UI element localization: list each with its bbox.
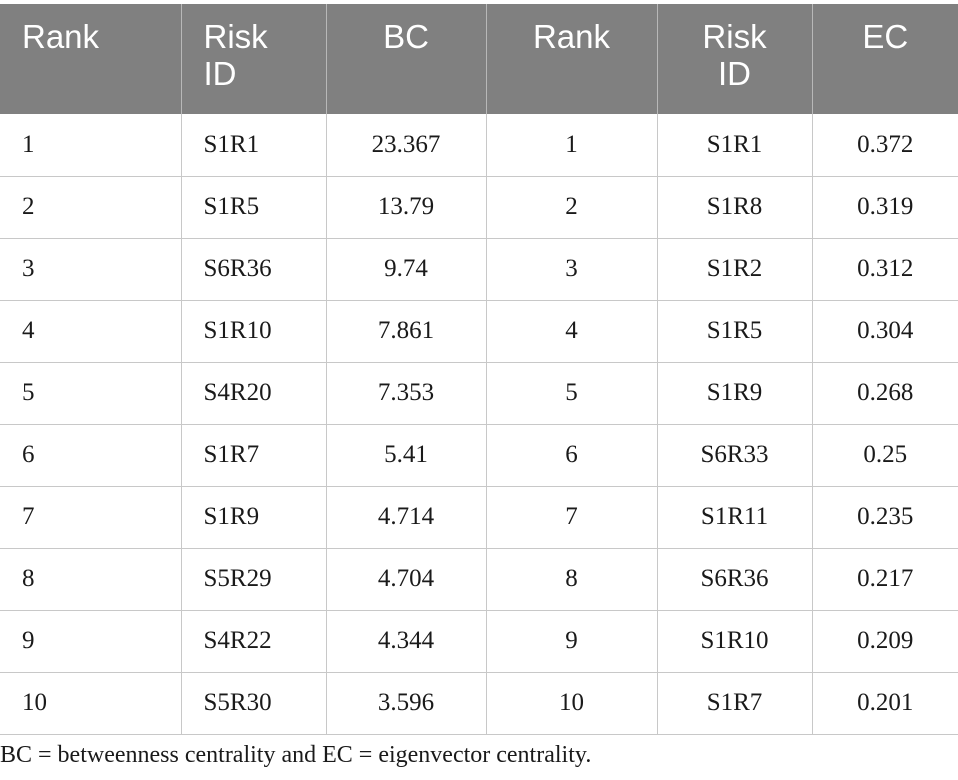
ec-value-cell: 0.209 <box>812 610 958 673</box>
bc-value-cell: 9.74 <box>326 238 487 301</box>
rank-bc-cell: 4 <box>0 300 182 363</box>
table-row: 4 S1R10 7.861 4 S1R5 0.304 <box>0 300 958 363</box>
rank-ec-cell: 4 <box>486 300 658 363</box>
risk-id-ec-cell: S1R1 <box>657 114 813 177</box>
bc-value-cell: 7.861 <box>326 300 487 363</box>
risk-id-bc-cell: S5R30 <box>181 672 327 735</box>
ec-value-cell: 0.268 <box>812 362 958 425</box>
risk-id-bc-cell: S1R7 <box>181 424 327 487</box>
risk-id-ec-cell: S6R33 <box>657 424 813 487</box>
rank-ec-cell: 2 <box>486 176 658 239</box>
table-row: 1 S1R1 23.367 1 S1R1 0.372 <box>0 114 958 177</box>
rank-bc-cell: 6 <box>0 424 182 487</box>
rank-ec-cell: 7 <box>486 486 658 549</box>
header-risk-id-bc: Risk ID <box>181 4 327 114</box>
rank-ec-cell: 9 <box>486 610 658 673</box>
header-rank-bc: Rank <box>0 4 182 114</box>
rank-bc-cell: 3 <box>0 238 182 301</box>
bc-value-cell: 23.367 <box>326 114 487 177</box>
ranking-table: Rank Risk ID BC Rank Risk ID EC 1 S1R1 23.36… <box>0 4 958 735</box>
risk-id-ec-cell: S1R8 <box>657 176 813 239</box>
ec-value-cell: 0.372 <box>812 114 958 177</box>
bc-value-cell: 4.344 <box>326 610 487 673</box>
risk-id-bc-cell: S6R36 <box>181 238 327 301</box>
rank-ec-cell: 10 <box>486 672 658 735</box>
risk-id-bc-cell: S1R10 <box>181 300 327 363</box>
risk-id-ec-cell: S1R2 <box>657 238 813 301</box>
rank-ec-cell: 8 <box>486 548 658 611</box>
table-row: 6 S1R7 5.41 6 S6R33 0.25 <box>0 424 958 487</box>
rank-ec-cell: 5 <box>486 362 658 425</box>
rank-ec-cell: 3 <box>486 238 658 301</box>
risk-id-ec-cell: S1R5 <box>657 300 813 363</box>
table-row: 9 S4R22 4.344 9 S1R10 0.209 <box>0 610 958 673</box>
rank-bc-cell: 1 <box>0 114 182 177</box>
table-header: Rank Risk ID BC Rank Risk ID EC <box>0 4 958 114</box>
table-row: 5 S4R20 7.353 5 S1R9 0.268 <box>0 362 958 425</box>
table-footnote: BC = betweenness centrality and EC = eig… <box>0 742 592 768</box>
ec-value-cell: 0.25 <box>812 424 958 487</box>
risk-id-ec-cell: S1R11 <box>657 486 813 549</box>
rank-bc-cell: 5 <box>0 362 182 425</box>
rank-bc-cell: 8 <box>0 548 182 611</box>
header-ec: EC <box>812 4 958 114</box>
table-row: 10 S5R30 3.596 10 S1R7 0.201 <box>0 672 958 735</box>
risk-id-bc-cell: S4R22 <box>181 610 327 673</box>
ec-value-cell: 0.304 <box>812 300 958 363</box>
ec-value-cell: 0.201 <box>812 672 958 735</box>
table-row: 2 S1R5 13.79 2 S1R8 0.319 <box>0 176 958 239</box>
rank-bc-cell: 10 <box>0 672 182 735</box>
risk-id-bc-cell: S5R29 <box>181 548 327 611</box>
bc-value-cell: 5.41 <box>326 424 487 487</box>
risk-id-ec-cell: S1R10 <box>657 610 813 673</box>
ec-value-cell: 0.235 <box>812 486 958 549</box>
bc-value-cell: 4.714 <box>326 486 487 549</box>
risk-id-ec-cell: S1R9 <box>657 362 813 425</box>
table-row: 8 S5R29 4.704 8 S6R36 0.217 <box>0 548 958 611</box>
header-risk-id-ec: Risk ID <box>657 4 813 114</box>
ec-value-cell: 0.217 <box>812 548 958 611</box>
bc-value-cell: 3.596 <box>326 672 487 735</box>
ec-value-cell: 0.312 <box>812 238 958 301</box>
rank-ec-cell: 1 <box>486 114 658 177</box>
ec-value-cell: 0.319 <box>812 176 958 239</box>
rank-ec-cell: 6 <box>486 424 658 487</box>
risk-id-bc-cell: S1R9 <box>181 486 327 549</box>
risk-id-bc-cell: S1R1 <box>181 114 327 177</box>
bc-value-cell: 13.79 <box>326 176 487 239</box>
risk-id-bc-cell: S1R5 <box>181 176 327 239</box>
risk-id-ec-cell: S1R7 <box>657 672 813 735</box>
table-body: 1 S1R1 23.367 1 S1R1 0.372 2 S1R5 13.79 2 S1R8 0.31… <box>0 114 958 735</box>
rank-bc-cell: 7 <box>0 486 182 549</box>
rank-bc-cell: 2 <box>0 176 182 239</box>
risk-id-bc-cell: S4R20 <box>181 362 327 425</box>
bc-value-cell: 7.353 <box>326 362 487 425</box>
header-row: Rank Risk ID BC Rank Risk ID EC <box>0 4 958 114</box>
bc-value-cell: 4.704 <box>326 548 487 611</box>
risk-id-ec-cell: S6R36 <box>657 548 813 611</box>
header-rank-ec: Rank <box>486 4 658 114</box>
table-row: 3 S6R36 9.74 3 S1R2 0.312 <box>0 238 958 301</box>
table-row: 7 S1R9 4.714 7 S1R11 0.235 <box>0 486 958 549</box>
rank-bc-cell: 9 <box>0 610 182 673</box>
header-bc: BC <box>326 4 487 114</box>
